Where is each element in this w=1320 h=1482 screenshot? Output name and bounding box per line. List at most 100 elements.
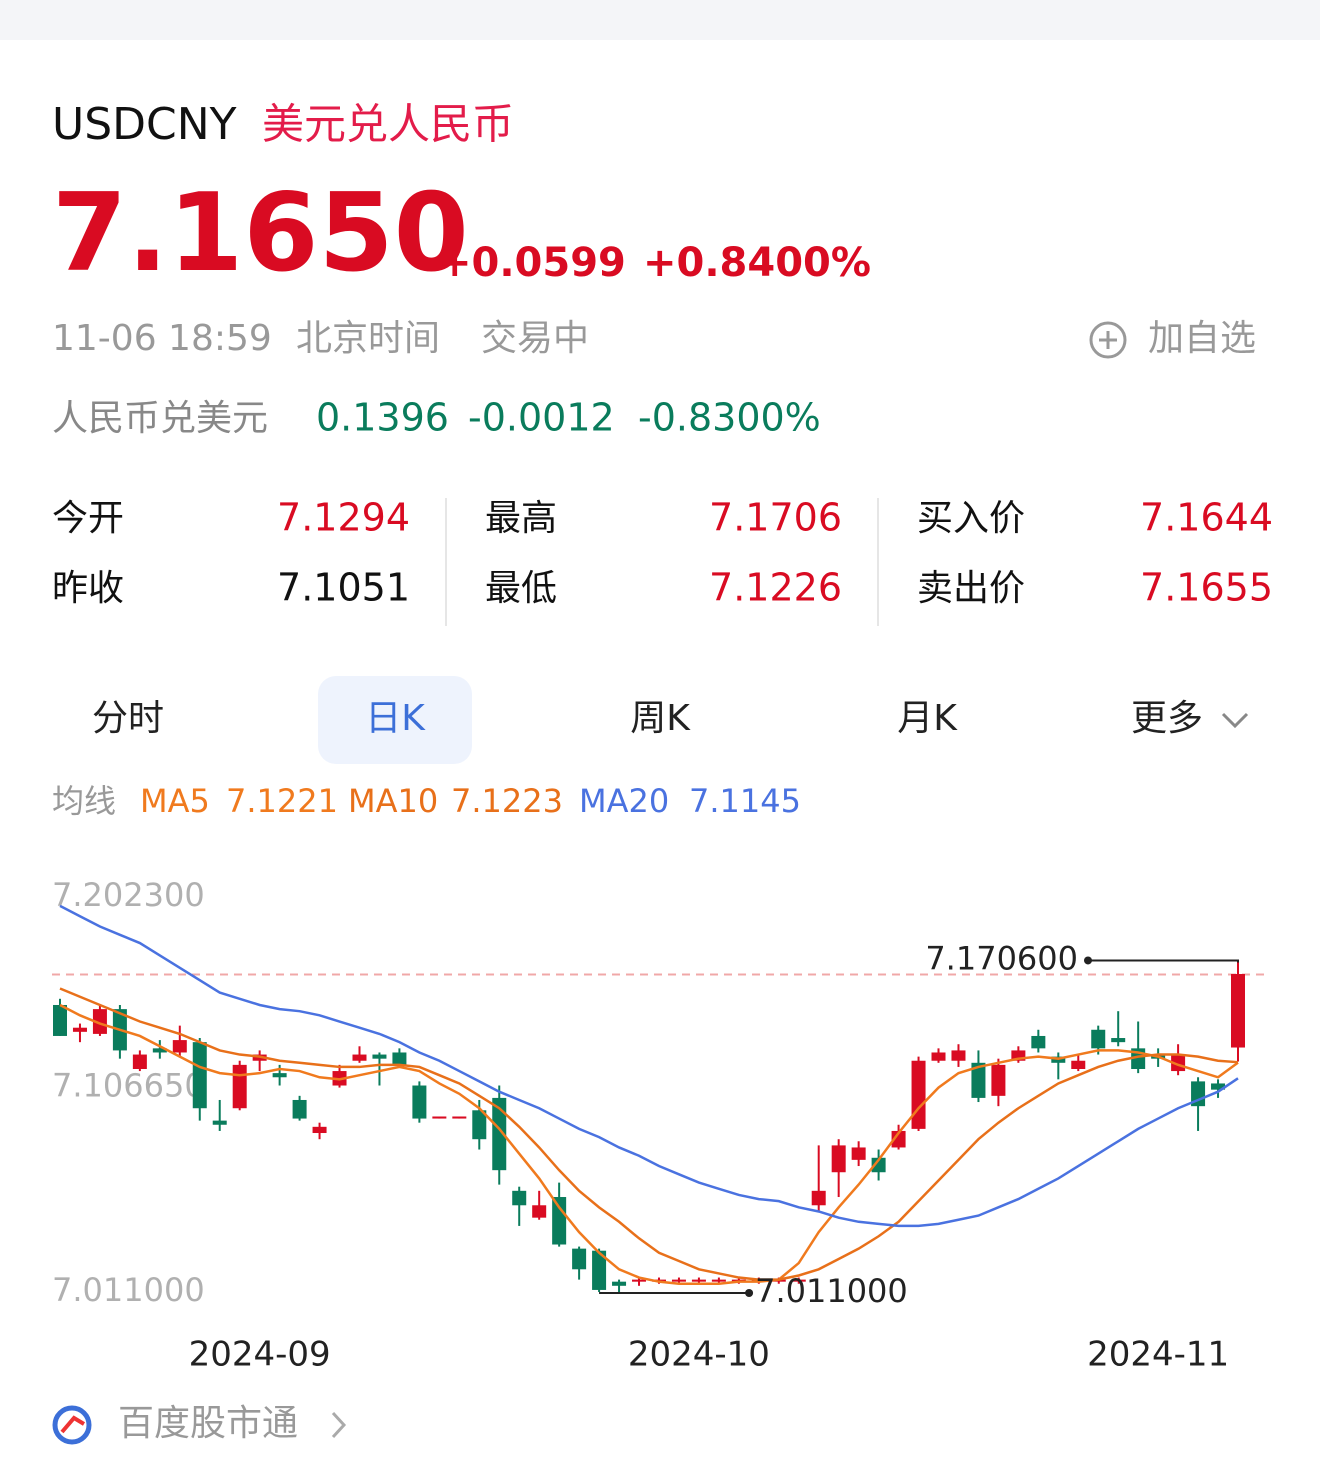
candle-body bbox=[572, 1248, 587, 1270]
watch-label: 加自选 bbox=[1148, 318, 1256, 359]
max-callout bbox=[1088, 959, 1239, 963]
stat-label: 昨收 bbox=[52, 568, 124, 609]
candle-body bbox=[671, 1279, 686, 1282]
time: 11-06 18:59 bbox=[52, 318, 272, 359]
reverse-change: -0.0012 bbox=[468, 396, 615, 440]
stat-value: 7.1706 bbox=[709, 496, 842, 540]
x-tick-label: 2024-10 bbox=[628, 1335, 770, 1375]
tab-active[interactable]: 日K bbox=[365, 698, 426, 739]
tab[interactable]: 分时 bbox=[92, 698, 164, 739]
candle-body bbox=[1071, 1060, 1086, 1069]
candle-body bbox=[1191, 1081, 1206, 1107]
stat-label: 买入价 bbox=[917, 498, 1025, 539]
x-tick-label: 2024-09 bbox=[189, 1335, 331, 1375]
tab[interactable]: 月K bbox=[897, 698, 958, 739]
stat-label: 最高 bbox=[485, 498, 557, 539]
candle-body bbox=[1091, 1029, 1106, 1049]
stat-label: 今开 bbox=[52, 498, 124, 539]
footer-label: 百度股市通 bbox=[118, 1403, 298, 1444]
legend-value: 7.1223 bbox=[451, 782, 563, 820]
candle-body bbox=[592, 1250, 607, 1290]
candle-body bbox=[432, 1116, 447, 1119]
stat-value: 7.1294 bbox=[277, 496, 410, 540]
candle-body bbox=[891, 1130, 906, 1148]
legend-name: MA10 bbox=[348, 782, 438, 820]
candle-body bbox=[292, 1099, 307, 1119]
ma-line bbox=[59, 904, 1239, 1228]
legend-value: 7.1221 bbox=[226, 782, 338, 820]
min-label: 7.011000 bbox=[755, 1272, 908, 1310]
legend-value: 7.1145 bbox=[689, 782, 801, 820]
top-band bbox=[0, 0, 1320, 40]
candle-body bbox=[532, 1205, 547, 1218]
candle-body bbox=[691, 1279, 706, 1282]
candle-body bbox=[632, 1279, 647, 1282]
candle-body bbox=[53, 1004, 67, 1036]
chevron bbox=[331, 1411, 347, 1439]
stat-value: 7.1655 bbox=[1140, 566, 1273, 610]
candle-body bbox=[512, 1190, 527, 1206]
candle-body bbox=[911, 1060, 926, 1129]
active-tab-bg bbox=[318, 676, 472, 764]
candle-body bbox=[352, 1054, 367, 1061]
status: 交易中 bbox=[481, 318, 589, 359]
candle-body bbox=[1031, 1035, 1046, 1049]
plus-icon bbox=[1099, 331, 1117, 349]
symbol: USDCNY bbox=[52, 99, 237, 150]
candle-body bbox=[212, 1120, 227, 1125]
candle-body bbox=[452, 1116, 467, 1119]
reverse-price: 0.1396 bbox=[316, 396, 449, 440]
min-dot bbox=[745, 1289, 754, 1297]
candle-body bbox=[831, 1145, 846, 1173]
candle-body bbox=[192, 1042, 207, 1109]
reverse-pct: -0.8300% bbox=[638, 396, 821, 440]
candle-body bbox=[811, 1190, 826, 1206]
ma-line bbox=[59, 987, 1239, 1281]
candle-body bbox=[232, 1064, 247, 1109]
ma-label: 均线 bbox=[52, 782, 116, 820]
logo bbox=[60, 1415, 86, 1434]
candle-body bbox=[492, 1097, 507, 1171]
candle-body bbox=[1111, 1038, 1126, 1043]
candle-body bbox=[132, 1054, 147, 1069]
tab[interactable]: 更多 bbox=[1131, 698, 1203, 739]
candle-body bbox=[1211, 1083, 1226, 1090]
price: 7.1650 bbox=[52, 171, 469, 296]
footer[interactable]: 百度股市通 bbox=[52, 1403, 347, 1445]
y-tick-label: 7.202300 bbox=[52, 876, 205, 914]
candle-body bbox=[272, 1073, 287, 1078]
candle-body bbox=[412, 1085, 427, 1119]
kline-chart: 7.202300 7.106650 7.011000 2024-09 2024-10 20… bbox=[52, 876, 1268, 1375]
ma-line bbox=[59, 1003, 1239, 1285]
candle-body bbox=[552, 1197, 567, 1245]
candle-body bbox=[472, 1110, 487, 1140]
legend-name: MA20 bbox=[579, 782, 669, 820]
x-tick-label: 2024-11 bbox=[1087, 1335, 1229, 1375]
plus-icon bbox=[1089, 321, 1127, 359]
candle-body bbox=[791, 1279, 806, 1282]
stat-label: 卖出价 bbox=[917, 568, 1025, 609]
candle-body bbox=[172, 1040, 187, 1053]
candle-body bbox=[612, 1281, 627, 1286]
max-dot bbox=[1084, 956, 1092, 965]
candle-body bbox=[1011, 1050, 1026, 1061]
candle-body bbox=[971, 1062, 986, 1098]
watch-button[interactable]: 加自选 bbox=[1089, 318, 1256, 359]
change: +0.0599 bbox=[438, 240, 626, 286]
candle-body bbox=[152, 1048, 167, 1053]
ma-legend: MA5 7.1221 MA10 7.1223 MA20 7.1145 bbox=[140, 782, 801, 820]
tab[interactable]: 周K bbox=[630, 698, 691, 739]
legend-name: MA5 bbox=[140, 782, 210, 820]
candle-body bbox=[312, 1126, 327, 1134]
candle-body bbox=[392, 1052, 407, 1065]
candle-body bbox=[991, 1064, 1006, 1096]
stat-value: 7.1226 bbox=[709, 566, 842, 610]
timezone: 北京时间 bbox=[296, 318, 440, 359]
pair-name: 美元兑人民币 bbox=[262, 100, 514, 149]
candle-body bbox=[72, 1027, 87, 1032]
candle-body bbox=[372, 1054, 387, 1059]
candle-body bbox=[1231, 974, 1245, 1048]
candle-body bbox=[92, 1009, 107, 1034]
y-tick-label: 7.106650 bbox=[52, 1067, 205, 1105]
